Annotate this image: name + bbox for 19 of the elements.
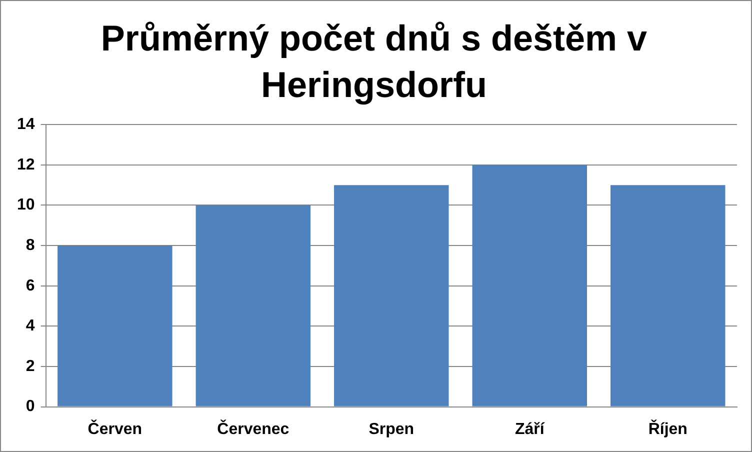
bar (610, 185, 726, 406)
y-tick-label: 2 (26, 358, 35, 375)
y-tick-label: 8 (26, 236, 35, 254)
y-tick-label: 12 (17, 156, 35, 174)
y-tick-label: 14 (17, 116, 35, 134)
x-tick-label: Srpen (368, 420, 414, 438)
bar (472, 164, 588, 406)
bar (58, 246, 172, 406)
bar (334, 185, 449, 406)
x-tick-label: Září (514, 420, 545, 438)
y-tick-label: 0 (26, 398, 35, 416)
x-tick-label: Červenec (217, 418, 290, 438)
chart-title: Průměrný počet dnů s deštěm v Heringsdorfu (100, 17, 648, 106)
x-tick-label: Červen (88, 418, 142, 438)
y-tick-label: 10 (17, 196, 35, 214)
y-tick-label: 6 (26, 277, 35, 294)
y-tick-label: 4 (26, 318, 35, 335)
bar (196, 205, 311, 406)
x-tick-label: Říjen (648, 418, 688, 438)
